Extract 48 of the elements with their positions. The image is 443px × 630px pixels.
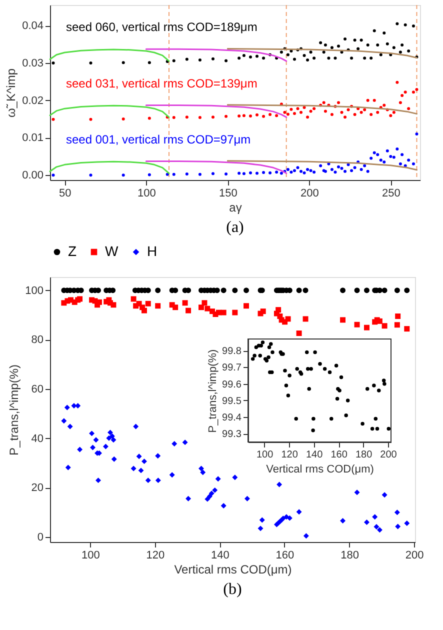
y-tick-label: 40 [31, 432, 44, 445]
x-tick-label: 250 [382, 188, 400, 200]
x-tick-label: 140 [306, 450, 324, 460]
y-tick-label: 99.6 [222, 379, 242, 390]
y-tick-label: 0.04 [22, 20, 44, 32]
y-tick-label: 99.4 [222, 412, 242, 424]
x-tick-label: 160 [330, 450, 348, 460]
y-tick-label: 0.01 [22, 132, 44, 144]
x-axis-title: Vertical rms COD(μm) [266, 464, 374, 476]
x-axis-title: Vertical rms COD(μm) [174, 562, 292, 576]
x-tick-label: 100 [81, 550, 100, 562]
series-label: seed 031, vertical rms COD=139μm [66, 76, 258, 91]
y-tick-label: 99.5 [222, 396, 242, 407]
y-axis-title: P_trans,l^imp(%) [207, 349, 220, 433]
text: seed 001, vertical rms COD=97μm [66, 132, 251, 146]
x-tick-label: 200 [380, 450, 398, 460]
x-tick-label: 200 [405, 550, 424, 562]
y-tick-label: 0.00 [22, 170, 44, 182]
x-tick-label: 120 [281, 450, 298, 460]
x-axis-title: aγ [229, 200, 242, 214]
x-tick-label: 100 [256, 450, 274, 460]
x-tick-label: 100 [137, 188, 156, 200]
y-tick-label: 20 [31, 482, 44, 494]
x-tick-label: 50 [59, 188, 72, 200]
y-axis-title: P_trans,l^imp(%) [7, 364, 22, 456]
y-tick-label: 99.7 [222, 362, 242, 374]
x-tick-label: 160 [276, 550, 294, 562]
x-tick-label: 150 [218, 188, 238, 200]
y-axis-title: ω̃_K^imp [4, 68, 18, 118]
text: (a) [226, 219, 244, 236]
y-tick-label: 60 [31, 384, 44, 396]
series-label: seed 060, vertical rms COD=189μm [66, 20, 258, 34]
x-tick-label: 140 [211, 550, 230, 562]
x-tick-label: 180 [340, 550, 359, 562]
x-tick-label: 120 [146, 550, 165, 562]
y-tick-label: 0.03 [22, 57, 44, 70]
legend-label: Z [68, 243, 77, 259]
y-tick-label: 0 [37, 532, 44, 544]
y-tick-label: 80 [31, 334, 44, 346]
y-tick-label: 99.3 [222, 429, 242, 440]
y-tick-label: 100 [25, 284, 44, 297]
x-tick-label: 180 [355, 450, 373, 460]
x-tick-label: 200 [300, 188, 319, 200]
y-tick-label: 99.8 [222, 346, 242, 358]
text: (b) [223, 581, 242, 598]
y-tick-label: 0.02 [22, 94, 44, 107]
legend-label: W [105, 243, 119, 259]
legend-label: H [147, 243, 158, 259]
